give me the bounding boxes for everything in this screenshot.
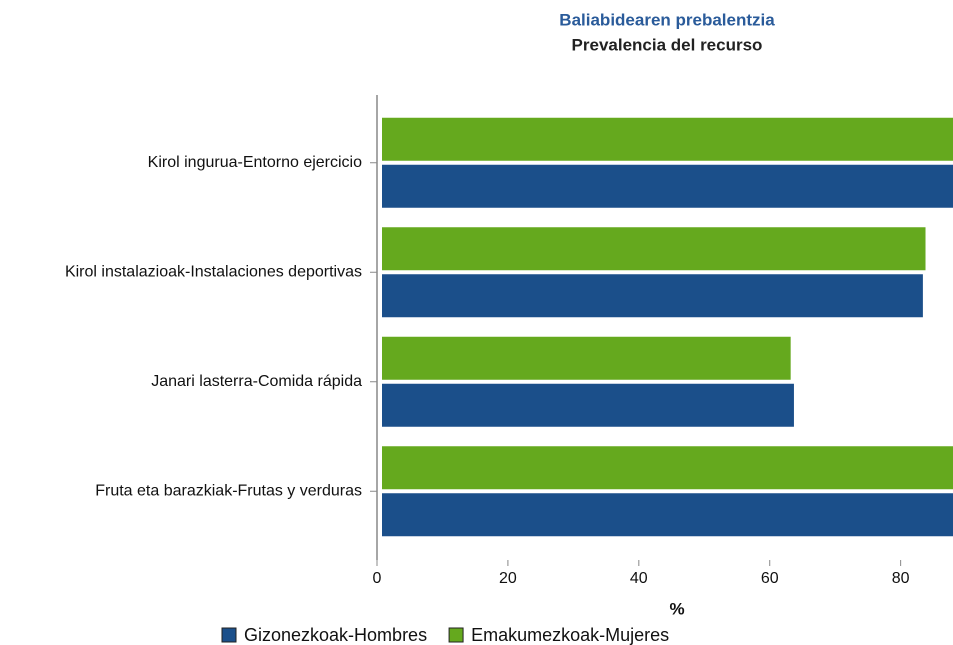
bar	[382, 493, 953, 537]
y-tick-label: Kirol instalazioak-Instalaciones deporti…	[65, 263, 362, 280]
x-tick-label: 0	[373, 570, 382, 587]
legend-swatch	[448, 627, 464, 643]
bar	[382, 446, 953, 490]
bar	[382, 383, 794, 427]
legend-swatch	[221, 627, 237, 643]
legend-label: Gizonezkoak-Hombres	[244, 625, 427, 645]
x-tick-label: 60	[761, 570, 779, 587]
bar	[382, 336, 791, 380]
legend-label: Emakumezkoak-Mujeres	[471, 625, 669, 645]
x-axis-label: %	[669, 599, 684, 618]
bar	[382, 274, 923, 318]
y-tick-label: Fruta eta barazkiak-Frutas y verduras	[95, 482, 362, 499]
x-tick-label: 80	[892, 570, 910, 587]
chart-title: Baliabidearen prebalentzia	[559, 10, 775, 29]
x-tick-label: 40	[630, 570, 648, 587]
bar	[382, 117, 953, 161]
chart-subtitle: Prevalencia del recurso	[572, 35, 763, 54]
y-tick-label: Janari lasterra-Comida rápida	[151, 373, 362, 390]
plot-area	[382, 117, 953, 537]
y-tick-label: Kirol ingurua-Entorno ejercicio	[148, 154, 362, 171]
bar	[382, 227, 926, 271]
x-tick-label: 20	[499, 570, 517, 587]
bar	[382, 164, 953, 208]
